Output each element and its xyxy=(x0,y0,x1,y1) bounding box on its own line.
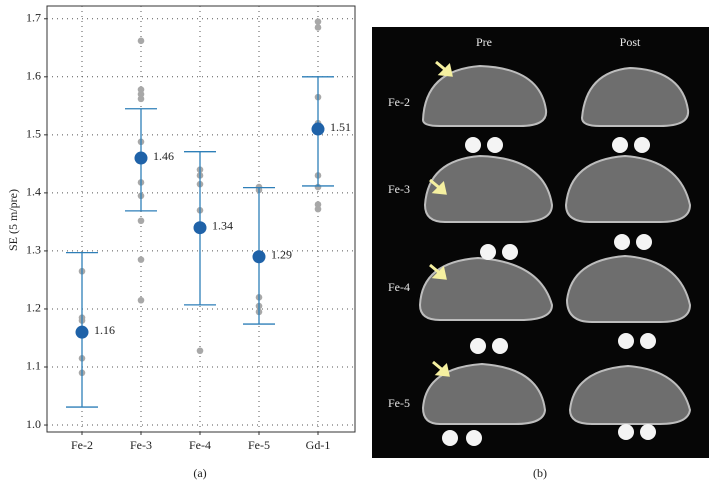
column-label: Pre xyxy=(476,35,492,49)
plot-frame xyxy=(46,5,356,433)
y-tick-label: 1.5 xyxy=(26,127,41,141)
caption: (a) xyxy=(193,466,206,480)
data-point xyxy=(137,90,145,98)
data-point xyxy=(137,86,145,93)
x-tick-label: Fe-3 xyxy=(130,438,152,452)
value-label: 1.16 xyxy=(94,323,115,337)
value-label: 1.34 xyxy=(212,218,233,232)
x-tick-label: Fe-4 xyxy=(189,438,211,452)
x-tick-label: Fe-5 xyxy=(248,438,270,452)
mean-dot xyxy=(252,250,266,264)
y-tick-label: 1.4 xyxy=(26,185,41,199)
mri-slice xyxy=(564,154,692,223)
data-point xyxy=(137,296,145,304)
tube xyxy=(502,244,518,260)
arrows xyxy=(429,60,453,377)
mean-dot xyxy=(75,325,89,339)
y-axis-label: SE (5 m/pre) xyxy=(6,189,20,251)
tube xyxy=(618,333,634,349)
y-tick-label: 1.7 xyxy=(26,11,41,25)
tube xyxy=(442,430,458,446)
row-label: Fe-4 xyxy=(388,280,410,294)
arrow xyxy=(432,360,450,377)
mri-slice xyxy=(565,254,692,323)
value-label: 1.51 xyxy=(330,120,351,134)
y-tick-label: 1.3 xyxy=(26,243,41,257)
tube xyxy=(466,430,482,446)
value-label: 1.29 xyxy=(271,247,292,261)
data-point xyxy=(314,24,322,31)
mri-slice xyxy=(418,256,554,321)
arrow xyxy=(429,178,447,195)
row-label: Fe-3 xyxy=(388,182,410,196)
tube xyxy=(465,137,481,153)
tube xyxy=(480,244,496,260)
x-tick-label: Gd-1 xyxy=(306,438,331,452)
mri-slice xyxy=(421,362,547,425)
mri-slice xyxy=(580,66,690,127)
data-point xyxy=(137,256,145,263)
mri-slice xyxy=(423,154,554,223)
value-label: 1.46 xyxy=(153,149,174,163)
phantom-tubes xyxy=(442,137,656,446)
tube xyxy=(612,137,628,153)
column-label: Post xyxy=(620,35,641,49)
data-point xyxy=(137,217,145,225)
y-tick-label: 1.6 xyxy=(26,69,41,83)
tube xyxy=(492,338,508,354)
row-label: Fe-2 xyxy=(388,95,410,109)
image-panel: Pre Post Fe-2 Fe-3 Fe-4 Fe-5 xyxy=(372,27,709,458)
tube xyxy=(487,137,503,153)
mri-slice xyxy=(568,364,692,425)
row-label: Fe-5 xyxy=(388,396,410,410)
tube xyxy=(470,338,486,354)
caption: (b) xyxy=(533,466,547,480)
mean-dot xyxy=(311,122,325,136)
data-point xyxy=(137,37,145,45)
grid xyxy=(47,6,355,432)
tube xyxy=(634,137,650,153)
data-point xyxy=(314,205,322,213)
mean-dot xyxy=(193,221,207,235)
tube xyxy=(614,234,630,250)
tube xyxy=(636,234,652,250)
tube xyxy=(640,333,656,349)
arrow xyxy=(429,263,447,280)
y-tick-label: 1.1 xyxy=(26,359,41,373)
x-tick-label: Fe-2 xyxy=(71,438,93,452)
tube xyxy=(618,424,634,440)
mri-slices xyxy=(418,64,692,425)
y-tick-label: 1.0 xyxy=(26,417,41,431)
data-point xyxy=(314,201,322,208)
data-point xyxy=(196,347,204,355)
y-tick-label: 1.2 xyxy=(26,301,41,315)
data-point xyxy=(137,95,145,103)
tube xyxy=(640,424,656,440)
mean-dot xyxy=(134,151,148,165)
data-point xyxy=(314,18,322,25)
arrow xyxy=(435,60,453,77)
